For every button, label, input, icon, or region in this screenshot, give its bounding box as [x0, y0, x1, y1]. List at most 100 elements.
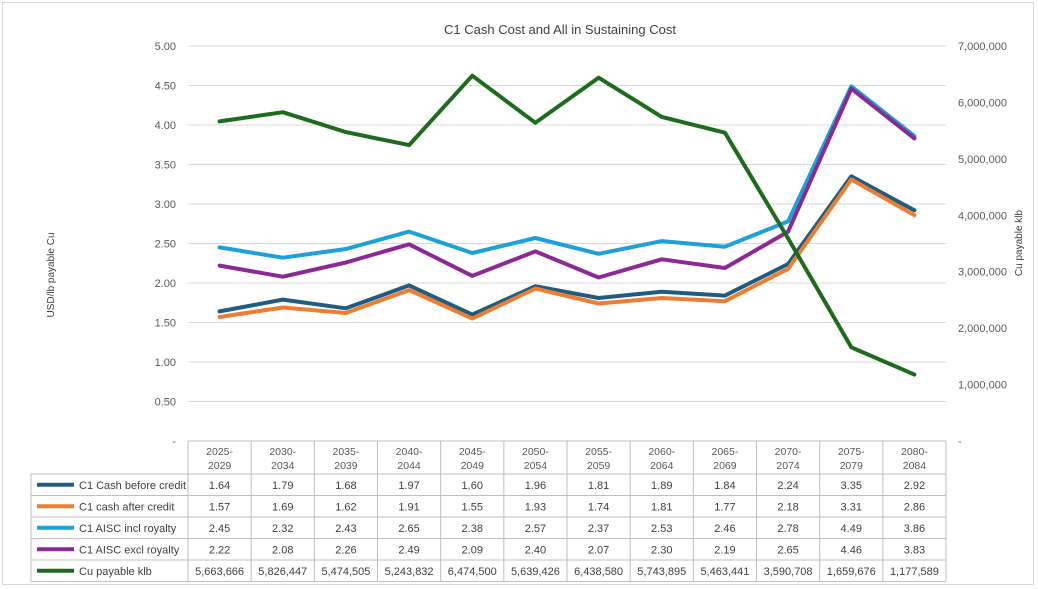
y2-axis-label: Cu payable klb [1014, 209, 1025, 276]
data-label: 1.69 [272, 501, 293, 513]
y2-tick-label: - [958, 436, 962, 448]
x-tick-label: 2075- [838, 446, 865, 458]
data-label: 2.43 [335, 523, 356, 535]
x-tick-label: 2034 [271, 460, 295, 472]
data-label: 2.19 [714, 544, 735, 556]
data-label: 2.65 [398, 523, 419, 535]
data-label: 2.22 [209, 544, 230, 556]
y2-tick-label: 5,000,000 [958, 154, 1007, 166]
y2-tick-label: 7,000,000 [958, 41, 1007, 53]
x-tick-label: 2074 [776, 460, 800, 472]
data-label: 2.92 [904, 480, 925, 492]
data-label: 5,243,832 [385, 566, 434, 578]
data-label: 2.32 [272, 523, 293, 535]
data-label: 1.74 [588, 501, 609, 513]
y2-axis-ticks: - 1,000,000 2,000,000 3,000,000 4,000,000 5,0… [958, 41, 1007, 448]
x-tick-label: 2059 [587, 460, 611, 472]
data-label: 2.49 [398, 544, 419, 556]
x-tick-label: 2055- [585, 446, 612, 458]
x-tick-label: 2060- [648, 446, 675, 458]
x-tick-label: 2079 [840, 460, 864, 472]
x-tick-label: 2064 [650, 460, 674, 472]
series-line [217, 84, 917, 260]
y-axis-label: USD/lb payable Cu [46, 232, 57, 317]
legend-label: C1 Cash before credit [79, 480, 186, 492]
data-label: 1.60 [462, 480, 483, 492]
data-label: 5,743,895 [637, 566, 686, 578]
data-label: 1.93 [525, 501, 546, 513]
data-label: 1.81 [588, 480, 609, 492]
data-label: 2.37 [588, 523, 609, 535]
data-label: 5,474,505 [321, 566, 370, 578]
data-label: 3.35 [841, 480, 862, 492]
x-tick-label: 2065- [711, 446, 738, 458]
series-line [217, 73, 917, 377]
data-label: 1.81 [651, 501, 672, 513]
x-tick-label: 2049 [461, 460, 485, 472]
x-tick-label: 2025- [206, 446, 233, 458]
data-label: 1.79 [272, 480, 293, 492]
data-label: 2.45 [209, 523, 230, 535]
data-label: 2.26 [335, 544, 356, 556]
data-label: 3.31 [841, 501, 862, 513]
y-tick-label: 4.00 [155, 120, 176, 132]
y-tick-label: 4.50 [155, 81, 176, 93]
data-label: 5,663,666 [195, 566, 244, 578]
x-tick-label: 2030- [269, 446, 296, 458]
data-label: 2.30 [651, 544, 672, 556]
data-label: 2.38 [462, 523, 483, 535]
data-label: 1,177,589 [890, 566, 939, 578]
y-tick-label: 2.00 [155, 278, 176, 290]
x-tick-label: 2050- [522, 446, 549, 458]
y-tick-label: 1.00 [155, 357, 176, 369]
legend-label: Cu payable klb [79, 566, 152, 578]
data-label: 2.57 [525, 523, 546, 535]
data-label: 2.24 [777, 480, 798, 492]
data-label: 1.62 [335, 501, 356, 513]
x-tick-label: 2040- [396, 446, 423, 458]
x-tick-label: 2044 [397, 460, 421, 472]
x-tick-label: 2045- [459, 446, 486, 458]
data-label: 1.84 [714, 480, 735, 492]
data-label: 2.86 [904, 501, 925, 513]
x-tick-label: 2084 [903, 460, 927, 472]
y-tick-label: 3.50 [155, 160, 176, 172]
data-label: 2.18 [777, 501, 798, 513]
y-tick-label: 3.00 [155, 199, 176, 211]
data-label: 1.97 [398, 480, 419, 492]
data-label: 2.07 [588, 544, 609, 556]
data-table: 2025- 2029 2030- 2034 2035- 2039 2040- 2044 2045… [30, 440, 947, 582]
data-label: 1.91 [398, 501, 419, 513]
x-tick-label: 2035- [332, 446, 359, 458]
data-label: 2.08 [272, 544, 293, 556]
data-label: 1.89 [651, 480, 672, 492]
y2-tick-label: 3,000,000 [958, 267, 1007, 279]
data-label: 2.09 [462, 544, 483, 556]
y-tick-label: 1.50 [155, 318, 176, 330]
y-tick-label: 2.50 [155, 239, 176, 251]
data-label: 4.46 [841, 544, 862, 556]
data-label: 2.53 [651, 523, 672, 535]
x-tick-label: 2070- [775, 446, 802, 458]
y-tick-label: 0.50 [155, 397, 176, 409]
gridlines [188, 45, 946, 402]
chart-title: C1 Cash Cost and All in Sustaining Cost [444, 22, 676, 37]
legend-label: C1 AISC incl royalty [79, 523, 177, 535]
data-label: 6,474,500 [448, 566, 497, 578]
data-label: 2.65 [777, 544, 798, 556]
y2-tick-label: 4,000,000 [958, 210, 1007, 222]
data-label: 1.68 [335, 480, 356, 492]
series-lines [217, 73, 917, 377]
data-label: 1.96 [525, 480, 546, 492]
y-tick-label: 5.00 [155, 41, 176, 53]
series-line [217, 174, 917, 317]
data-label: 5,639,426 [511, 566, 560, 578]
legend-label: C1 cash after credit [79, 501, 174, 513]
data-label: 2.40 [525, 544, 546, 556]
x-tick-label: 2069 [713, 460, 737, 472]
y-axis-ticks: - 0.50 1.00 1.50 2.00 2.50 3.00 3.50 4.00 4.50 5.0… [155, 41, 177, 448]
data-label: 3.83 [904, 544, 925, 556]
